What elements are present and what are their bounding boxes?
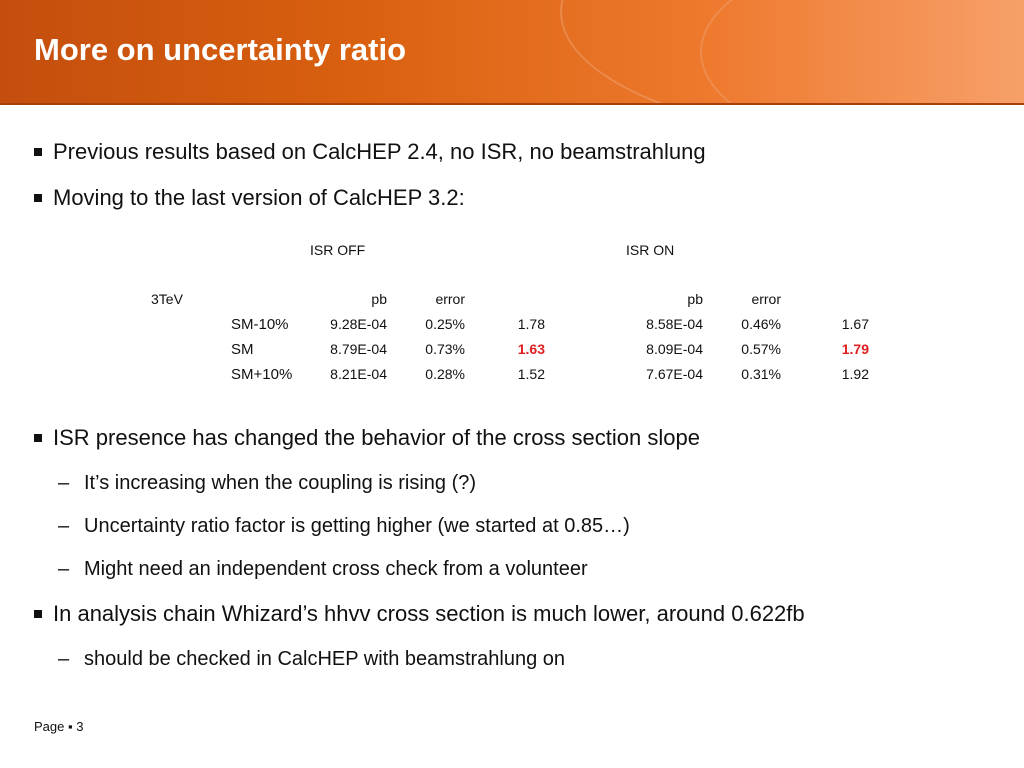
dash-bullet-icon: – bbox=[58, 648, 70, 670]
table-row-label: SM-10% bbox=[231, 316, 289, 333]
header-decoration-arc bbox=[700, 0, 1024, 105]
bullet-text: Previous results based on CalcHEP 2.4, n… bbox=[53, 139, 706, 164]
bullet-item: Moving to the last version of CalcHEP 3.… bbox=[34, 185, 465, 211]
table-cell: 0.57% bbox=[741, 341, 781, 357]
sub-bullet-text: Might need an independent cross check fr… bbox=[84, 558, 588, 580]
table-cell: 1.78 bbox=[517, 316, 545, 332]
separator-icon: ▪ bbox=[68, 719, 73, 734]
sub-bullet-item: – Might need an independent cross check f… bbox=[58, 558, 588, 581]
sub-bullet-item: – It’s increasing when the coupling is ri… bbox=[58, 472, 476, 495]
table-cell: 0.28% bbox=[425, 366, 465, 382]
header-banner: More on uncertainty ratio bbox=[0, 0, 1024, 105]
table-group-header: ISR ON bbox=[626, 242, 675, 258]
table-group-header: ISR OFF bbox=[310, 242, 366, 258]
sub-bullet-item: – Uncertainty ratio factor is getting hig… bbox=[58, 515, 630, 538]
table-cell: 8.21E-04 bbox=[330, 366, 387, 382]
table-cell: 1.92 bbox=[841, 366, 869, 382]
dash-bullet-icon: – bbox=[58, 515, 70, 537]
table-cell: 8.09E-04 bbox=[646, 341, 703, 357]
table-cell-highlight: 1.63 bbox=[517, 341, 545, 357]
bullet-item: ISR presence has changed the behavior of… bbox=[34, 425, 700, 451]
table-col-header: error bbox=[751, 291, 781, 307]
table-col-header: pb bbox=[687, 291, 703, 307]
table-cell: 0.46% bbox=[741, 316, 781, 332]
header-divider bbox=[0, 103, 1024, 105]
page-footer: Page ▪ 3 bbox=[34, 719, 83, 734]
dash-bullet-icon: – bbox=[58, 558, 70, 580]
page-number: 3 bbox=[76, 719, 84, 734]
table-cell: 8.79E-04 bbox=[330, 341, 387, 357]
table-cell: 0.73% bbox=[425, 341, 465, 357]
dash-bullet-icon: – bbox=[58, 472, 70, 494]
table-cell: 1.52 bbox=[517, 366, 545, 382]
table-row-label: SM bbox=[231, 341, 254, 358]
square-bullet-icon bbox=[34, 610, 42, 618]
table-cell: 0.25% bbox=[425, 316, 465, 332]
table-cell: 8.58E-04 bbox=[646, 316, 703, 332]
page-label: Page bbox=[34, 719, 65, 734]
table-cell: 1.67 bbox=[841, 316, 869, 332]
table-cell-highlight: 1.79 bbox=[841, 341, 869, 357]
table-energy-label: 3TeV bbox=[151, 291, 183, 307]
table-col-header: error bbox=[435, 291, 465, 307]
table-row-label: SM+10% bbox=[231, 366, 293, 383]
table-col-header: pb bbox=[371, 291, 387, 307]
table-cell: 7.67E-04 bbox=[646, 366, 703, 382]
square-bullet-icon bbox=[34, 148, 42, 156]
sub-bullet-text: should be checked in CalcHEP with beamst… bbox=[84, 648, 566, 670]
table-cell: 9.28E-04 bbox=[330, 316, 387, 332]
bullet-text: In analysis chain Whizard’s hhvv cross s… bbox=[53, 601, 805, 626]
bullet-item: Previous results based on CalcHEP 2.4, n… bbox=[34, 139, 706, 165]
square-bullet-icon bbox=[34, 434, 42, 442]
bullet-text: Moving to the last version of CalcHEP 3.… bbox=[53, 185, 465, 210]
sub-bullet-item: – should be checked in CalcHEP with beams… bbox=[58, 648, 565, 671]
square-bullet-icon bbox=[34, 194, 42, 202]
sub-bullet-text: Uncertainty ratio factor is getting high… bbox=[84, 515, 630, 537]
bullet-item: In analysis chain Whizard’s hhvv cross s… bbox=[34, 601, 805, 627]
table-cell: 0.31% bbox=[741, 366, 781, 382]
sub-bullet-text: It’s increasing when the coupling is ris… bbox=[84, 472, 477, 494]
bullet-text: ISR presence has changed the behavior of… bbox=[53, 425, 700, 450]
slide-title: More on uncertainty ratio bbox=[34, 32, 407, 67]
